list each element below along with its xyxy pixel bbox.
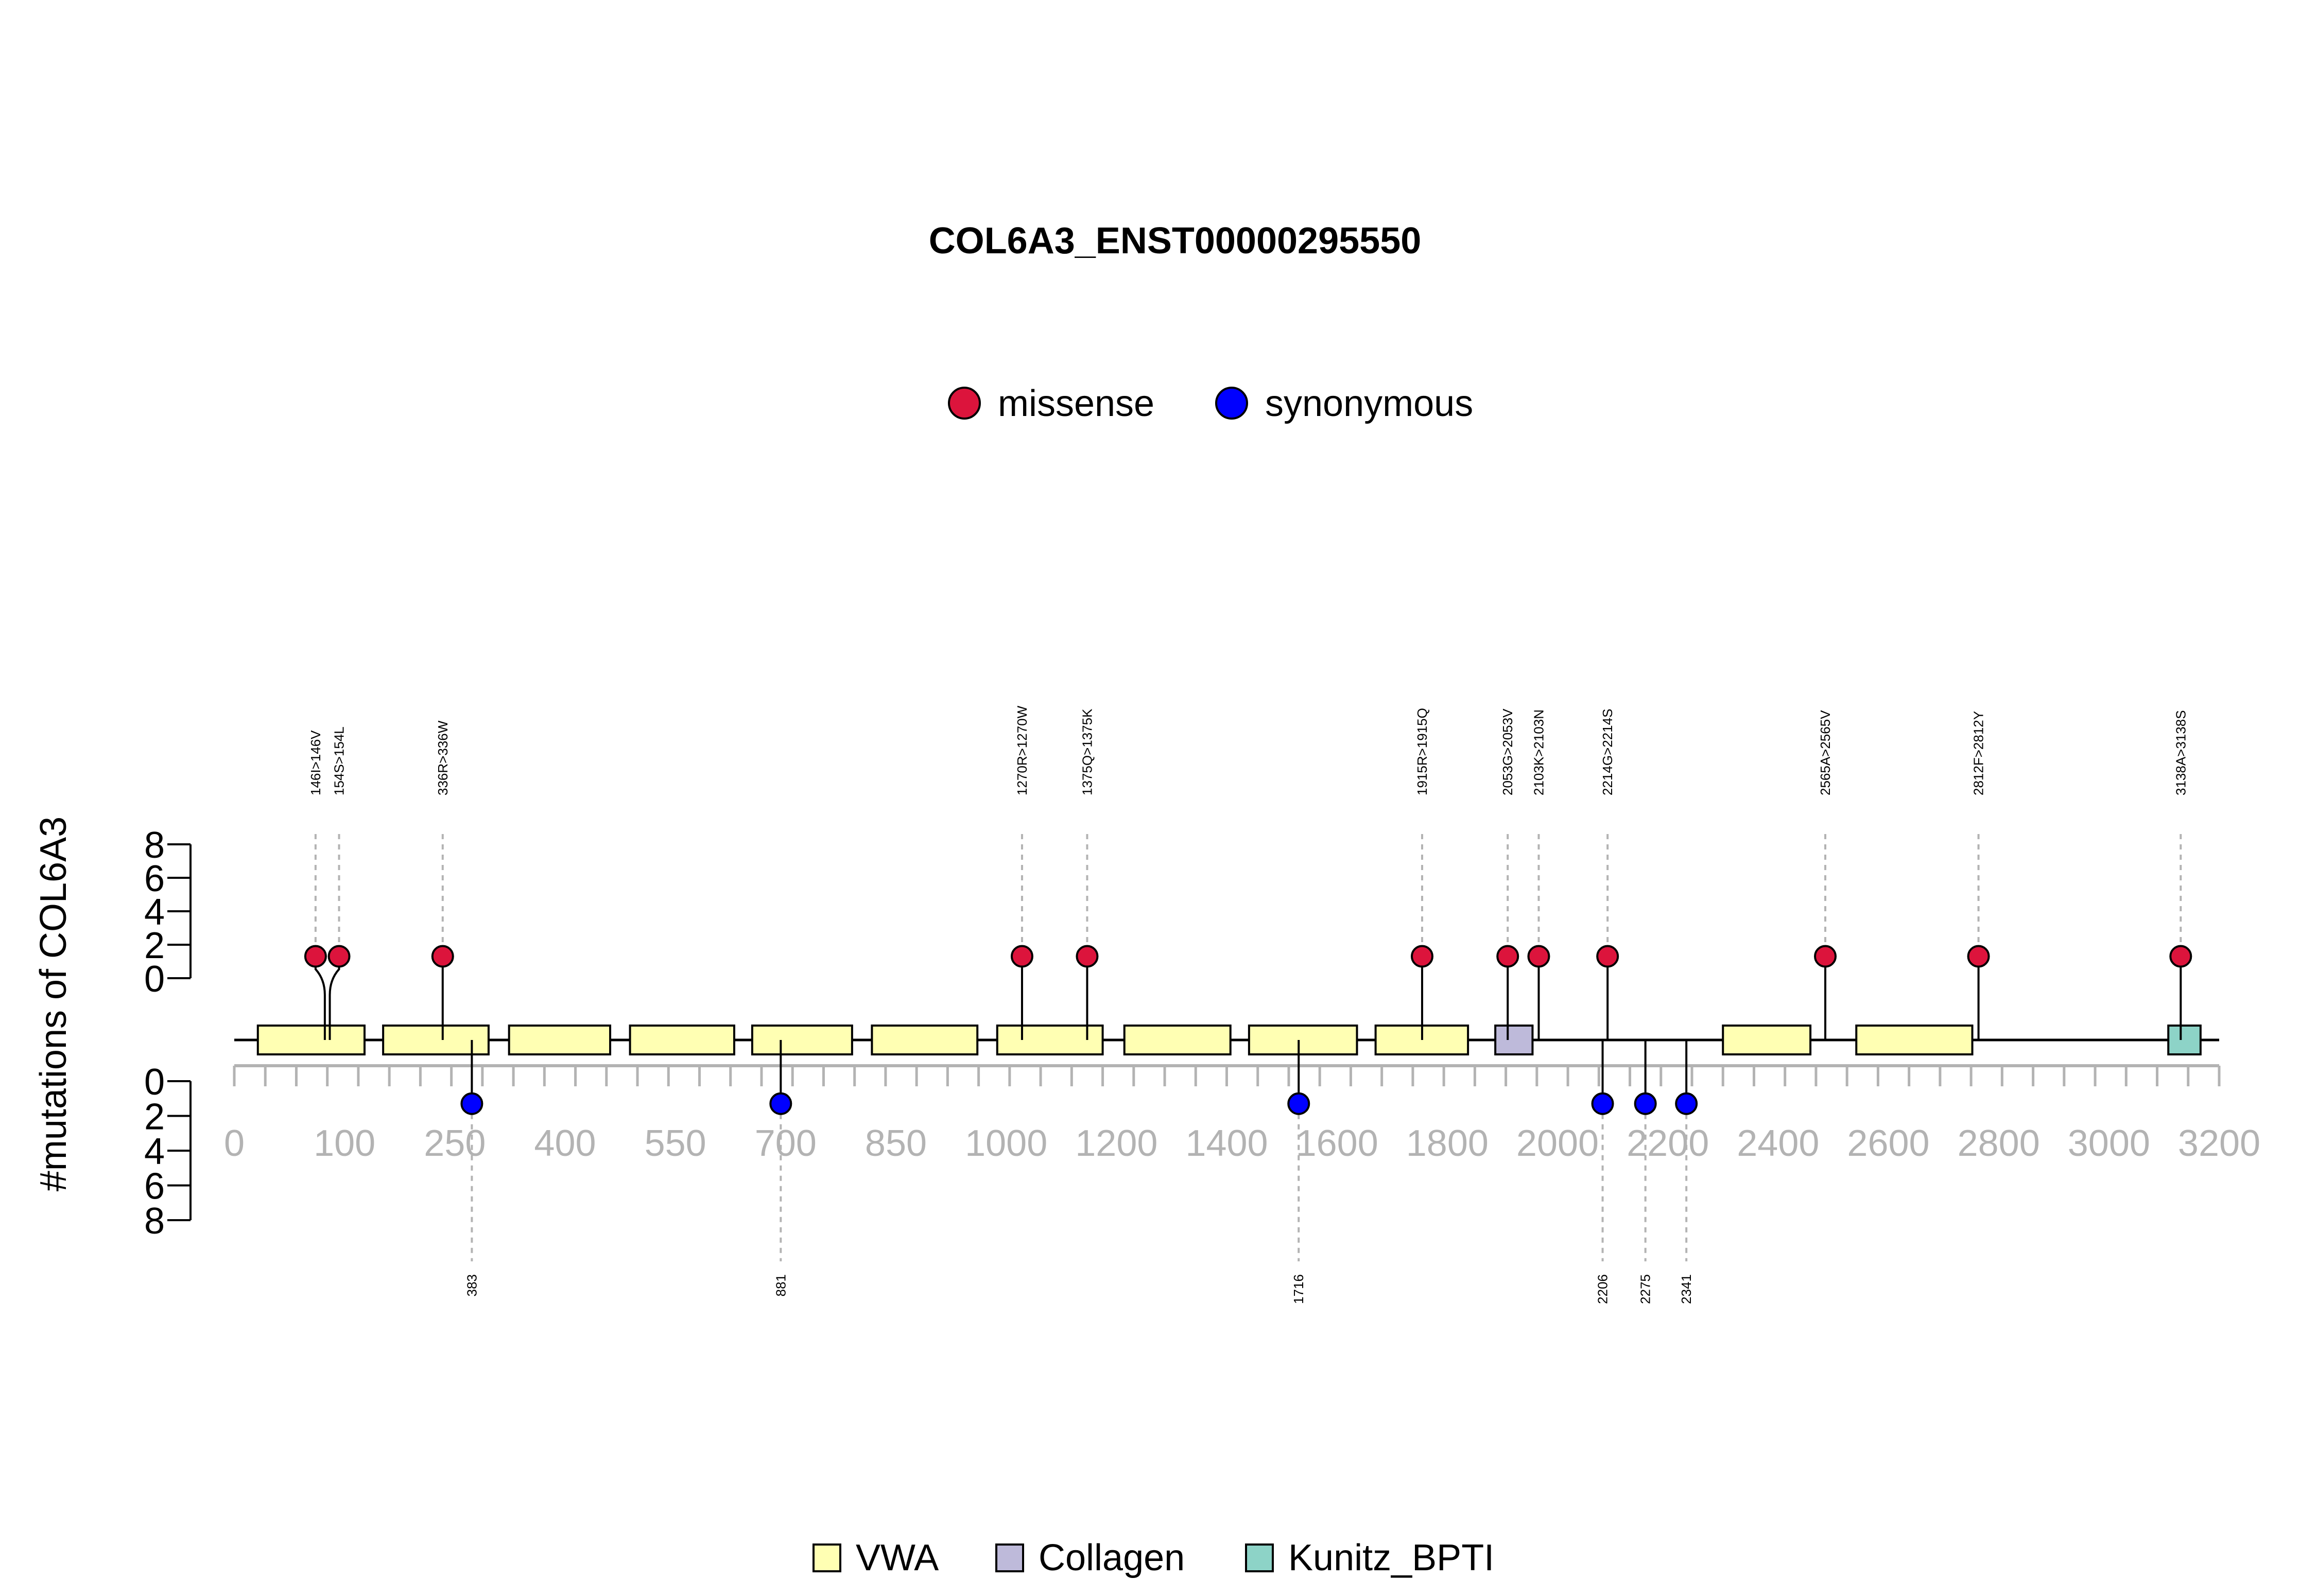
- domain-legend-label-kunitz_bpti: Kunitz_BPTI: [1288, 1537, 1494, 1578]
- domain-vwa: [751, 1025, 853, 1055]
- missense-label: 2214G>2214S: [1600, 709, 1615, 795]
- synonymous-point: [1634, 1092, 1657, 1115]
- legend-label-missense: missense: [998, 383, 1154, 424]
- mutation-lollipops: 146I>146V 154S>154L 336R>336W 1270R>1270W 13…: [304, 705, 2192, 1304]
- domain-vwa: [1248, 1025, 1358, 1055]
- missense-point: [1814, 945, 1837, 968]
- x-tick-label: 2800: [1958, 1123, 2040, 1164]
- missense-point: [1596, 945, 1619, 968]
- mutation-legend: missense synonymous: [948, 383, 1473, 424]
- synonymous-point: [460, 1092, 483, 1115]
- domain-legend-swatch-vwa: [812, 1543, 841, 1572]
- legend-marker-synonymous: [1215, 387, 1248, 420]
- y-tick-label-upper: 4: [144, 892, 165, 933]
- missense-label: 336R>336W: [435, 720, 451, 795]
- x-tick-label: 3200: [2178, 1123, 2260, 1164]
- domain-vwa: [1855, 1025, 1974, 1055]
- missense-label: 2812F>2812Y: [1971, 711, 1986, 795]
- missense-point: [1410, 945, 1433, 968]
- x-tick-label: 2400: [1737, 1123, 1819, 1164]
- domain-vwa: [1722, 1025, 1812, 1055]
- domain-legend-label-vwa: VWA: [856, 1537, 939, 1578]
- missense-label: 146I>146V: [308, 730, 323, 795]
- domain-vwa: [871, 1025, 979, 1055]
- x-tick-label: 250: [424, 1123, 486, 1164]
- y-tick-label-lower: 2: [144, 1097, 165, 1138]
- y-tick-label-upper: 2: [144, 925, 165, 966]
- missense-point: [304, 945, 327, 968]
- x-tick-label: 1400: [1185, 1123, 1268, 1164]
- synonymous-label: 2206: [1595, 1274, 1611, 1304]
- y-tick-label-lower: 8: [144, 1201, 165, 1242]
- domain-legend: VWA Collagen Kunitz_BPTI: [812, 1537, 1494, 1578]
- y-tick-label-lower: 0: [144, 1062, 165, 1103]
- synonymous-label: 2275: [1638, 1274, 1653, 1304]
- synonymous-label: 881: [773, 1274, 788, 1296]
- synonymous-point: [769, 1092, 792, 1115]
- synonymous-label: 1716: [1291, 1274, 1306, 1304]
- domain-legend-swatch-kunitz_bpti: [1245, 1543, 1274, 1572]
- x-tick-label: 100: [314, 1123, 375, 1164]
- synonymous-point: [1675, 1092, 1698, 1115]
- missense-label: 3138A>3138S: [2173, 710, 2188, 795]
- x-tick-label: 400: [534, 1123, 596, 1164]
- synonymous-point: [1591, 1092, 1614, 1115]
- legend-marker-missense: [948, 387, 981, 420]
- y-axis-label: #mutations of COL6A3: [33, 817, 74, 1191]
- synonymous-label: 2341: [1679, 1274, 1694, 1304]
- domain-kunitz_bpti: [2167, 1025, 2202, 1055]
- x-tick-label: 550: [645, 1123, 706, 1164]
- x-tick-label: 0: [224, 1123, 245, 1164]
- missense-stem: [328, 956, 340, 1040]
- domain-legend-label-collagen: Collagen: [1039, 1537, 1185, 1578]
- x-tick-label: 850: [865, 1123, 927, 1164]
- y-tick-label-upper: 8: [144, 825, 165, 866]
- x-tick-label: 1600: [1296, 1123, 1378, 1164]
- missense-stem: [314, 956, 326, 1040]
- missense-point: [1967, 945, 1990, 968]
- x-tick-label: 2200: [1627, 1123, 1709, 1164]
- x-axis: 0 100 250 400 550 700 850 1000 1200 1400 1600 1800 2…: [224, 1064, 2260, 1164]
- missense-point: [1076, 945, 1099, 968]
- x-tick-label: 700: [755, 1123, 817, 1164]
- missense-point: [1527, 945, 1550, 968]
- missense-label: 2103K>2103N: [1531, 709, 1546, 795]
- domain-vwa: [256, 1025, 366, 1055]
- y-tick-label-upper: 6: [144, 858, 165, 899]
- legend-label-synonymous: synonymous: [1265, 383, 1473, 424]
- synonymous-point: [1287, 1092, 1310, 1115]
- domain-vwa: [629, 1025, 735, 1055]
- missense-label: 2565A>2565V: [1818, 710, 1833, 795]
- x-tick-label: 2600: [1847, 1123, 1929, 1164]
- chart-title: COL6A3_ENST00000295550: [929, 220, 1422, 262]
- missense-point: [1496, 945, 1519, 968]
- protein-domains: [256, 1025, 2202, 1055]
- y-tick-label-lower: 4: [144, 1131, 165, 1172]
- y-tick-label-lower: 6: [144, 1166, 165, 1207]
- missense-label: 1375Q>1375K: [1079, 708, 1095, 795]
- missense-point: [1010, 945, 1033, 968]
- missense-label: 154S>154L: [332, 726, 347, 795]
- domain-vwa: [508, 1025, 612, 1055]
- domain-vwa: [996, 1025, 1104, 1055]
- missense-point: [431, 945, 454, 968]
- x-tick-label: 3000: [2068, 1123, 2150, 1164]
- domain-legend-swatch-collagen: [995, 1543, 1024, 1572]
- y-tick-label-upper: 0: [144, 959, 165, 1000]
- missense-label: 2053G>2053V: [1500, 708, 1515, 795]
- x-tick-label: 2000: [1516, 1123, 1599, 1164]
- missense-point: [327, 945, 351, 968]
- missense-point: [2169, 945, 2192, 968]
- missense-label: 1270R>1270W: [1014, 705, 1030, 795]
- x-tick-label: 1200: [1075, 1123, 1157, 1164]
- domain-vwa: [1123, 1025, 1232, 1055]
- domain-collagen: [1494, 1025, 1534, 1055]
- synonymous-label: 383: [464, 1274, 479, 1296]
- x-tick-label: 1000: [965, 1123, 1047, 1164]
- x-tick-label: 1800: [1406, 1123, 1489, 1164]
- missense-label: 1915R>1915Q: [1414, 708, 1430, 795]
